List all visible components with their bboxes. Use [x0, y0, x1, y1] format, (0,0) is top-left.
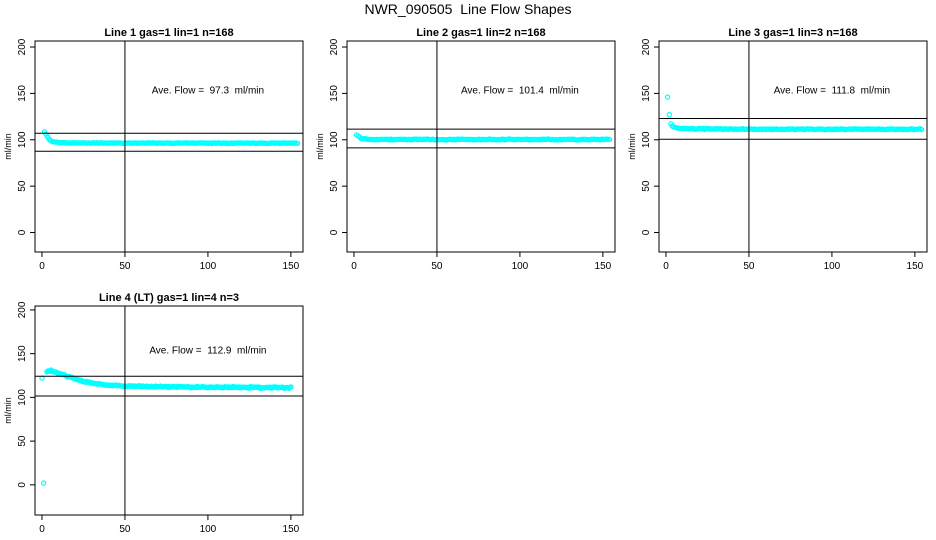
x-tick-label: 100	[200, 524, 217, 535]
subplot-title: Line 4 (LT) gas=1 lin=4 n=3	[99, 292, 239, 304]
data-point	[288, 384, 294, 390]
y-tick-label: 100	[17, 131, 28, 148]
subplot-line-1: 0 50 100 150 0 50 100 150 200 ml/min Line 1 gas=1 …	[0, 20, 312, 272]
y-tick-label: 50	[17, 435, 28, 447]
scatter-points	[664, 94, 925, 133]
y-tick-label: 50	[641, 180, 652, 192]
subplot-svg: 0 50 100 150 0 50 100 150 200 ml/min Line 1 gas=1 …	[3, 27, 304, 272]
y-tick-label: 150	[329, 85, 340, 102]
data-point	[918, 126, 925, 133]
avg-flow-annotation: Ave. Flow = 111.8 ml/min	[774, 85, 890, 96]
avg-flow-annotation: Ave. Flow = 112.9 ml/min	[149, 346, 266, 357]
x-tick-label: 150	[595, 261, 612, 270]
y-tick-label: 0	[17, 482, 28, 488]
y-tick-label: 200	[17, 301, 28, 318]
x-tick-label: 100	[200, 261, 217, 270]
plot-box	[34, 305, 304, 516]
x-tick-label: 0	[663, 261, 669, 270]
subplot-line-3: 0 50 100 150 0 50 100 150 200 ml/min Line 3 gas=1 …	[624, 20, 936, 272]
x-tick-label: 0	[39, 261, 45, 270]
avg-flow-annotation: Ave. Flow = 97.3 ml/min	[152, 85, 264, 96]
subplot-svg: 0 50 100 150 0 50 100 150 200 ml/min Line 4 (LT) g…	[3, 292, 304, 535]
x-tick-label: 150	[283, 261, 300, 270]
avg-flow-annotation: Ave. Flow = 101.4 ml/min	[461, 85, 579, 96]
y-tick-label: 150	[17, 345, 28, 362]
x-tick-label: 50	[119, 524, 131, 535]
subplot-title: Line 3 gas=1 lin=3 n=168	[728, 27, 857, 39]
plot-box	[658, 40, 928, 253]
outlier-point	[666, 111, 673, 118]
y-tick-label: 200	[329, 38, 340, 55]
subplot-title: Line 1 gas=1 lin=1 n=168	[104, 27, 233, 39]
y-axis-label: ml/min	[315, 133, 325, 160]
scatter-points	[353, 132, 613, 143]
y-tick-label: 50	[329, 180, 340, 192]
data-point	[294, 140, 301, 147]
y-tick-label: 0	[329, 229, 340, 235]
y-axis-label: ml/min	[3, 133, 13, 160]
scatter-points	[39, 367, 294, 486]
x-tick-label: 100	[512, 261, 529, 270]
subplot-line-2: 0 50 100 150 0 50 100 150 200 ml/min Line 2 gas=1 …	[312, 20, 624, 272]
x-tick-label: 150	[283, 524, 300, 535]
plot-box	[346, 40, 616, 253]
y-axis-label: ml/min	[627, 133, 637, 160]
outlier-point	[40, 480, 47, 486]
x-tick-label: 0	[351, 261, 357, 270]
data-point	[606, 136, 613, 143]
y-tick-label: 0	[641, 229, 652, 235]
x-tick-label: 50	[431, 261, 443, 270]
scatter-points	[41, 129, 301, 147]
subplot-svg: 0 50 100 150 0 50 100 150 200 ml/min Line 2 gas=1 …	[315, 27, 616, 272]
x-tick-label: 0	[39, 524, 45, 535]
y-tick-label: 100	[17, 389, 28, 406]
x-tick-label: 100	[824, 261, 841, 270]
y-tick-label: 0	[17, 229, 28, 235]
subplot-line-4: 0 50 100 150 0 50 100 150 200 ml/min Line 4 (LT) g…	[0, 270, 312, 540]
x-tick-label: 150	[907, 261, 924, 270]
main-title: NWR_090505 Line Flow Shapes	[364, 1, 572, 17]
x-tick-label: 50	[743, 261, 755, 270]
x-tick-label: 50	[119, 261, 131, 270]
y-tick-label: 100	[641, 131, 652, 148]
y-tick-label: 150	[641, 85, 652, 102]
subplot-svg: 0 50 100 150 0 50 100 150 200 ml/min Line 3 gas=1 …	[627, 27, 928, 272]
y-tick-label: 200	[17, 38, 28, 55]
y-tick-label: 200	[641, 38, 652, 55]
y-tick-label: 50	[17, 180, 28, 192]
subplot-title: Line 2 gas=1 lin=2 n=168	[416, 27, 545, 39]
y-axis-label: ml/min	[3, 397, 13, 424]
y-tick-label: 150	[17, 85, 28, 102]
y-tick-label: 100	[329, 131, 340, 148]
outlier-point	[664, 94, 671, 100]
plot-box	[34, 40, 304, 253]
